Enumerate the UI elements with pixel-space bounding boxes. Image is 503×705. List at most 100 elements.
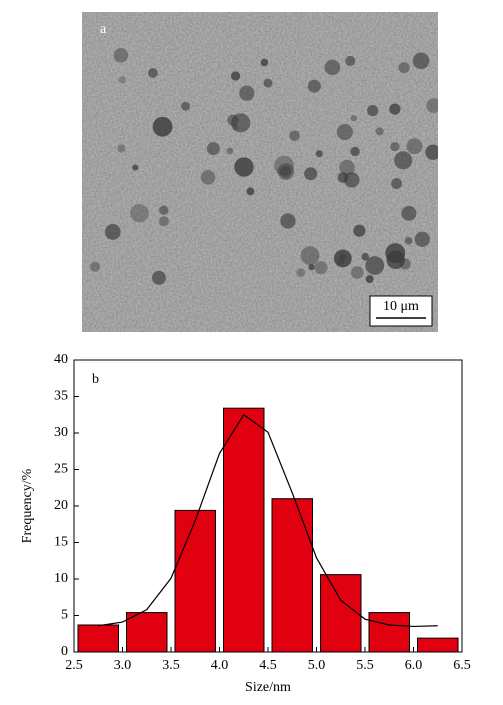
particle bbox=[336, 123, 353, 141]
particle bbox=[353, 224, 366, 237]
particle bbox=[361, 253, 369, 261]
bar bbox=[126, 612, 168, 653]
bar bbox=[417, 637, 459, 653]
particle bbox=[206, 142, 220, 156]
particle bbox=[159, 205, 169, 215]
bar bbox=[271, 498, 313, 653]
particle bbox=[365, 275, 374, 284]
particle bbox=[350, 266, 364, 279]
particle bbox=[426, 98, 438, 114]
particle bbox=[385, 243, 406, 264]
bar bbox=[174, 509, 216, 653]
plot-frame bbox=[73, 359, 463, 653]
particle bbox=[260, 58, 269, 67]
particle bbox=[234, 157, 254, 177]
y-tick-label: 10 bbox=[54, 571, 68, 586]
particle bbox=[132, 164, 139, 171]
particle bbox=[289, 130, 300, 141]
particle bbox=[227, 114, 239, 126]
particle bbox=[375, 127, 384, 136]
bar bbox=[320, 574, 362, 653]
particle bbox=[398, 62, 410, 74]
particle bbox=[365, 256, 385, 275]
particle bbox=[425, 144, 438, 160]
y-axis-label: Frequency/% bbox=[20, 468, 35, 543]
particle bbox=[118, 76, 126, 84]
particle bbox=[350, 146, 360, 157]
particle bbox=[181, 101, 190, 111]
micrograph bbox=[82, 12, 438, 332]
x-tick-label: 2.5 bbox=[65, 658, 83, 673]
x-tick-label: 3.0 bbox=[114, 658, 132, 673]
particle bbox=[343, 172, 360, 188]
particle bbox=[104, 224, 121, 240]
x-tick-label: 6.0 bbox=[405, 658, 423, 673]
particle bbox=[117, 144, 126, 153]
x-tick-label: 4.0 bbox=[211, 658, 229, 673]
particle bbox=[412, 52, 430, 70]
particle bbox=[152, 116, 173, 137]
particle bbox=[333, 249, 352, 268]
scale-bar-box bbox=[369, 295, 433, 327]
y-tick-label: 30 bbox=[54, 425, 68, 440]
particle bbox=[200, 169, 216, 185]
particle bbox=[130, 203, 149, 223]
panel-label: b bbox=[92, 372, 99, 387]
particle bbox=[307, 79, 321, 93]
particle bbox=[226, 147, 234, 155]
particle bbox=[390, 141, 400, 152]
particle bbox=[89, 261, 101, 272]
particle bbox=[391, 178, 403, 189]
panel-label: a bbox=[100, 22, 107, 37]
particle bbox=[274, 155, 295, 176]
particle bbox=[308, 263, 315, 271]
x-tick-label: 5.5 bbox=[356, 658, 374, 673]
particle bbox=[300, 246, 320, 266]
y-tick-label: 20 bbox=[54, 498, 68, 513]
bar bbox=[368, 612, 410, 653]
particle bbox=[406, 138, 423, 155]
bar bbox=[77, 624, 119, 653]
x-axis-label: Size/nm bbox=[245, 680, 291, 695]
x-tick-label: 4.5 bbox=[259, 658, 277, 673]
particle bbox=[280, 213, 296, 229]
scale-bar-label: 10 μm bbox=[383, 299, 419, 314]
particle bbox=[296, 268, 306, 277]
y-tick-label: 0 bbox=[61, 644, 68, 659]
y-tick-label: 5 bbox=[61, 608, 68, 623]
particle bbox=[389, 103, 401, 115]
particle bbox=[113, 48, 129, 63]
particle bbox=[230, 71, 241, 81]
particle bbox=[246, 187, 255, 196]
y-tick-label: 40 bbox=[54, 352, 68, 367]
particles bbox=[89, 48, 438, 285]
particle bbox=[350, 115, 357, 122]
particle bbox=[414, 231, 430, 247]
particle bbox=[158, 216, 169, 227]
y-tick-label: 15 bbox=[54, 535, 68, 550]
particle bbox=[401, 205, 417, 221]
particle bbox=[404, 236, 413, 245]
bar bbox=[223, 407, 265, 653]
y-tick-label: 25 bbox=[54, 462, 68, 477]
particle bbox=[367, 105, 379, 117]
particle bbox=[277, 163, 295, 180]
particle bbox=[263, 78, 273, 88]
particle bbox=[324, 59, 341, 76]
particle bbox=[314, 260, 328, 275]
particle bbox=[239, 85, 255, 101]
particle bbox=[152, 270, 166, 285]
particle bbox=[232, 124, 239, 131]
particle bbox=[304, 167, 318, 181]
particle bbox=[148, 68, 158, 78]
x-tick-label: 3.5 bbox=[162, 658, 180, 673]
y-tick-label: 35 bbox=[54, 389, 68, 404]
particle bbox=[315, 150, 323, 158]
particle bbox=[394, 151, 413, 170]
particle bbox=[345, 55, 356, 67]
x-tick-label: 6.5 bbox=[453, 658, 471, 673]
fit-curve bbox=[98, 413, 438, 628]
x-tick-label: 5.0 bbox=[308, 658, 326, 673]
particle bbox=[339, 159, 355, 176]
